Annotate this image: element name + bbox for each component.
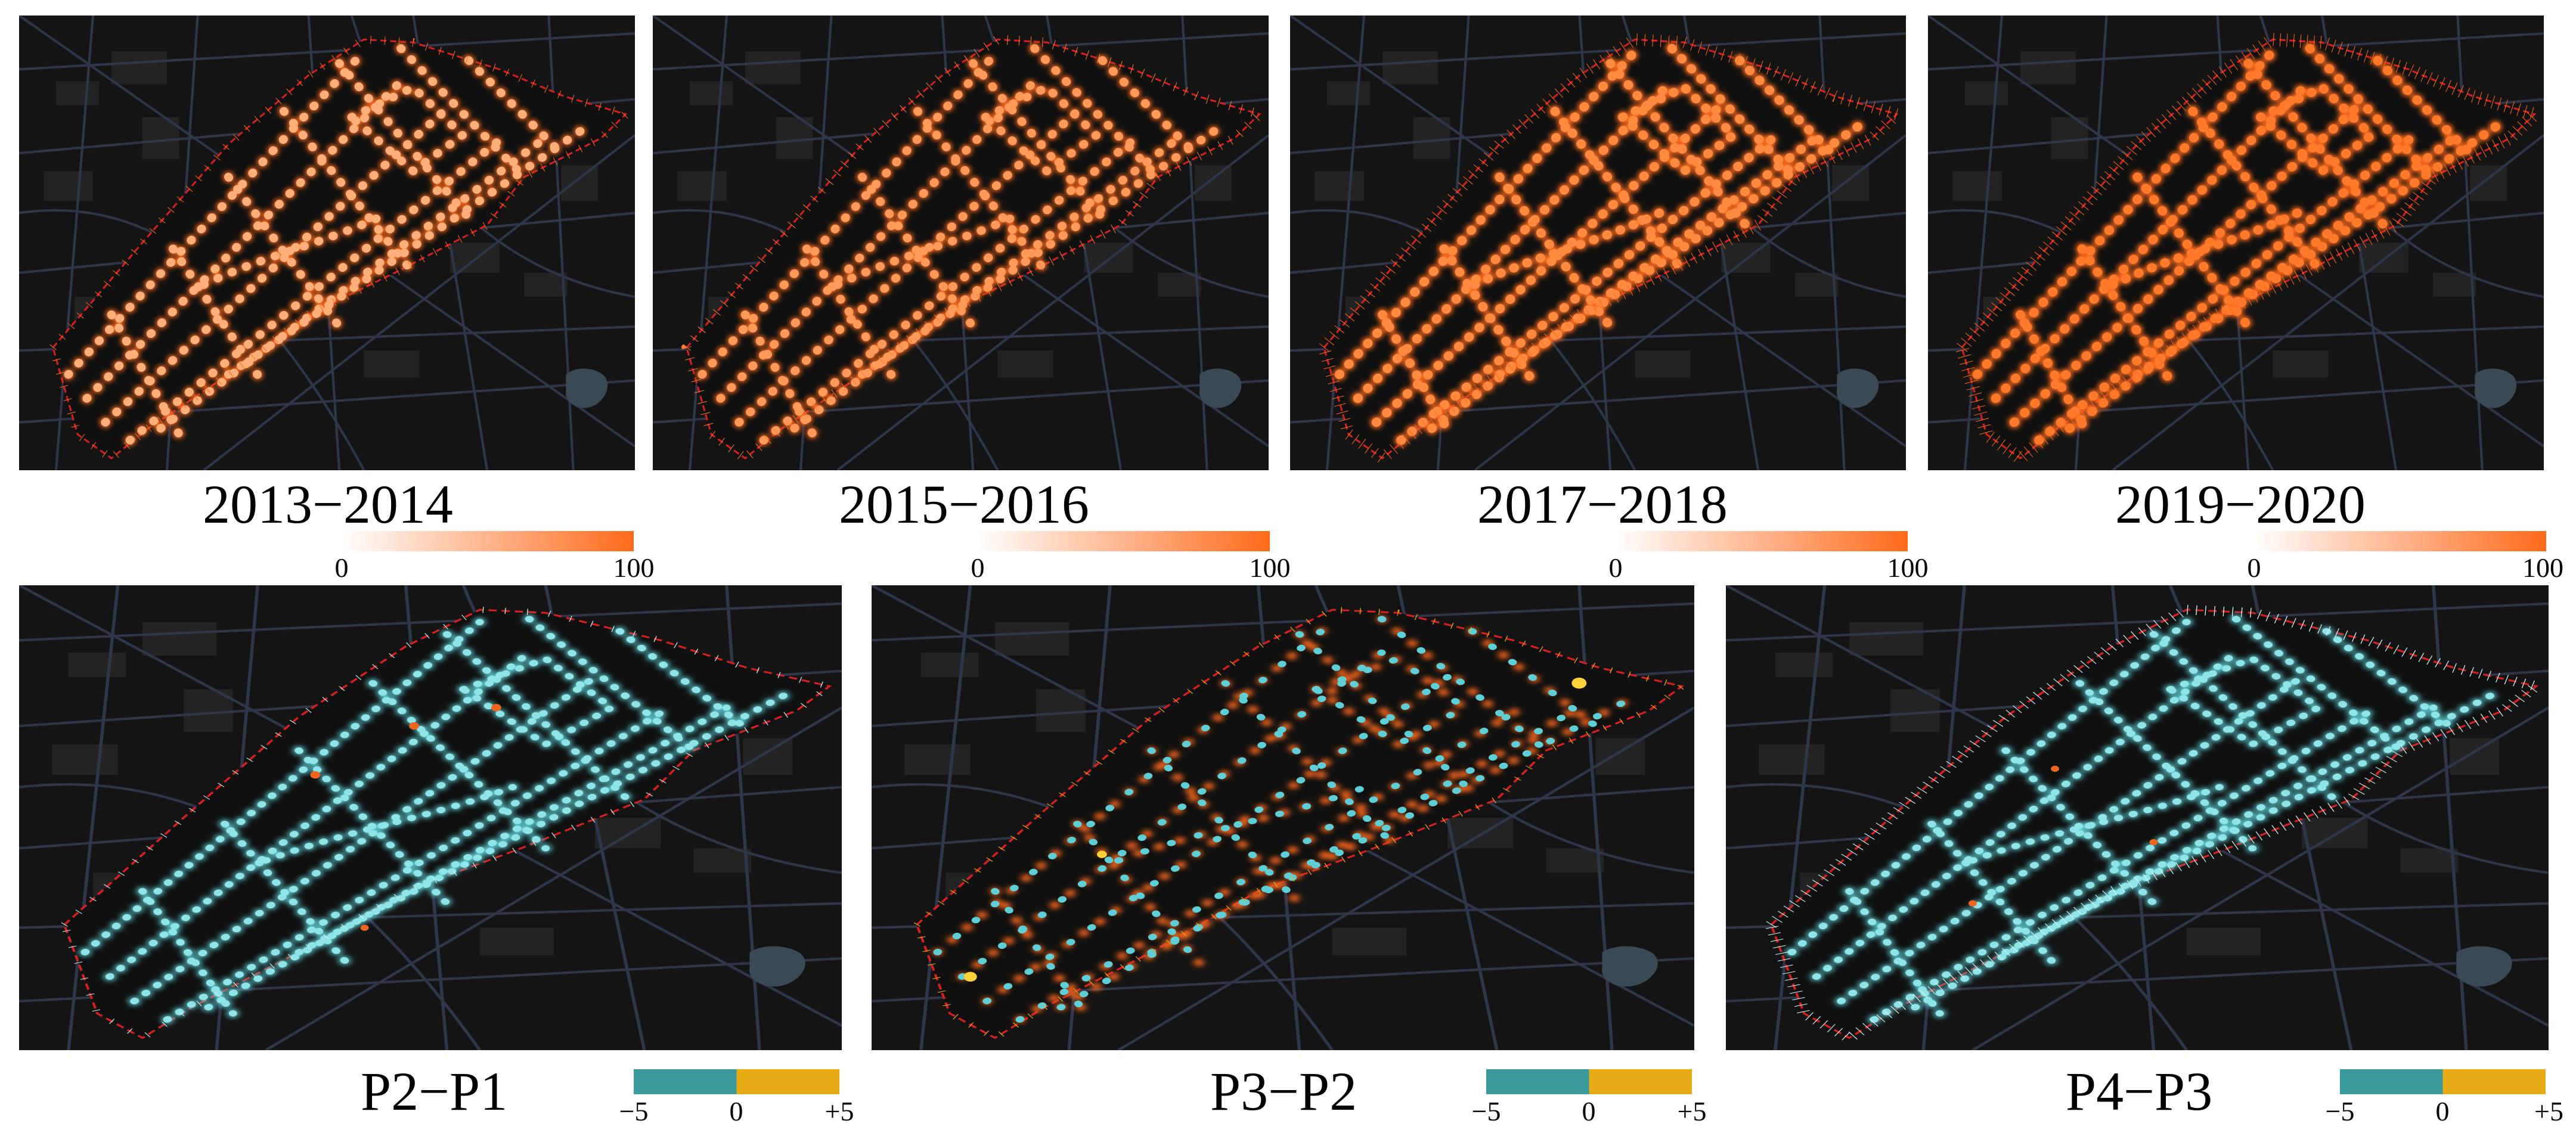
density-scale-max-2: 100	[1249, 552, 1291, 583]
change-scale-mid-3: 0	[2435, 1096, 2450, 1126]
period-label-3: 2017−2018	[1477, 474, 1728, 535]
change-scale-mid-2: 0	[1582, 1096, 1596, 1126]
change-scale-max-3: +5	[2534, 1096, 2563, 1126]
change-scale-mid-1: 0	[729, 1096, 743, 1126]
change-color-bar-3	[2340, 1069, 2546, 1094]
density-scale-max-4: 100	[2522, 552, 2563, 583]
density-map-2017-2018	[1290, 15, 1906, 470]
period-label-4: 2019−2020	[2115, 474, 2366, 535]
density-scale-min-4: 0	[2247, 552, 2261, 583]
density-color-bar-3	[1616, 531, 1908, 551]
change-map-p2-p1	[19, 585, 842, 1050]
change-map-p4-p3	[1726, 585, 2549, 1050]
change-map-p3-p2	[872, 585, 1694, 1050]
density-map-2013-2014	[19, 15, 635, 470]
change-label-2: P3−P2	[1210, 1061, 1357, 1122]
change-scale-max-1: +5	[824, 1096, 854, 1126]
density-color-bar-2	[978, 531, 1270, 551]
density-color-bar-1	[342, 531, 634, 551]
change-scale-min-1: −5	[619, 1096, 649, 1126]
density-scale-min-1: 0	[334, 552, 349, 583]
period-label-1: 2013−2014	[203, 474, 453, 535]
density-color-bar-4	[2254, 531, 2546, 551]
change-scale-min-2: −5	[1471, 1096, 1501, 1126]
change-label-1: P2−P1	[361, 1061, 508, 1122]
change-color-bar-2	[1486, 1069, 1692, 1094]
density-map-2015-2016	[653, 15, 1269, 470]
change-scale-min-3: −5	[2325, 1096, 2355, 1126]
period-label-2: 2015−2016	[839, 474, 1089, 535]
change-label-3: P4−P3	[2066, 1061, 2213, 1122]
density-map-2019-2020	[1928, 15, 2544, 470]
change-color-bar-1	[634, 1069, 839, 1094]
density-scale-min-3: 0	[1608, 552, 1623, 583]
density-scale-max-3: 100	[1887, 552, 1929, 583]
change-scale-max-2: +5	[1677, 1096, 1707, 1126]
density-scale-min-2: 0	[971, 552, 985, 583]
density-scale-max-1: 100	[613, 552, 655, 583]
